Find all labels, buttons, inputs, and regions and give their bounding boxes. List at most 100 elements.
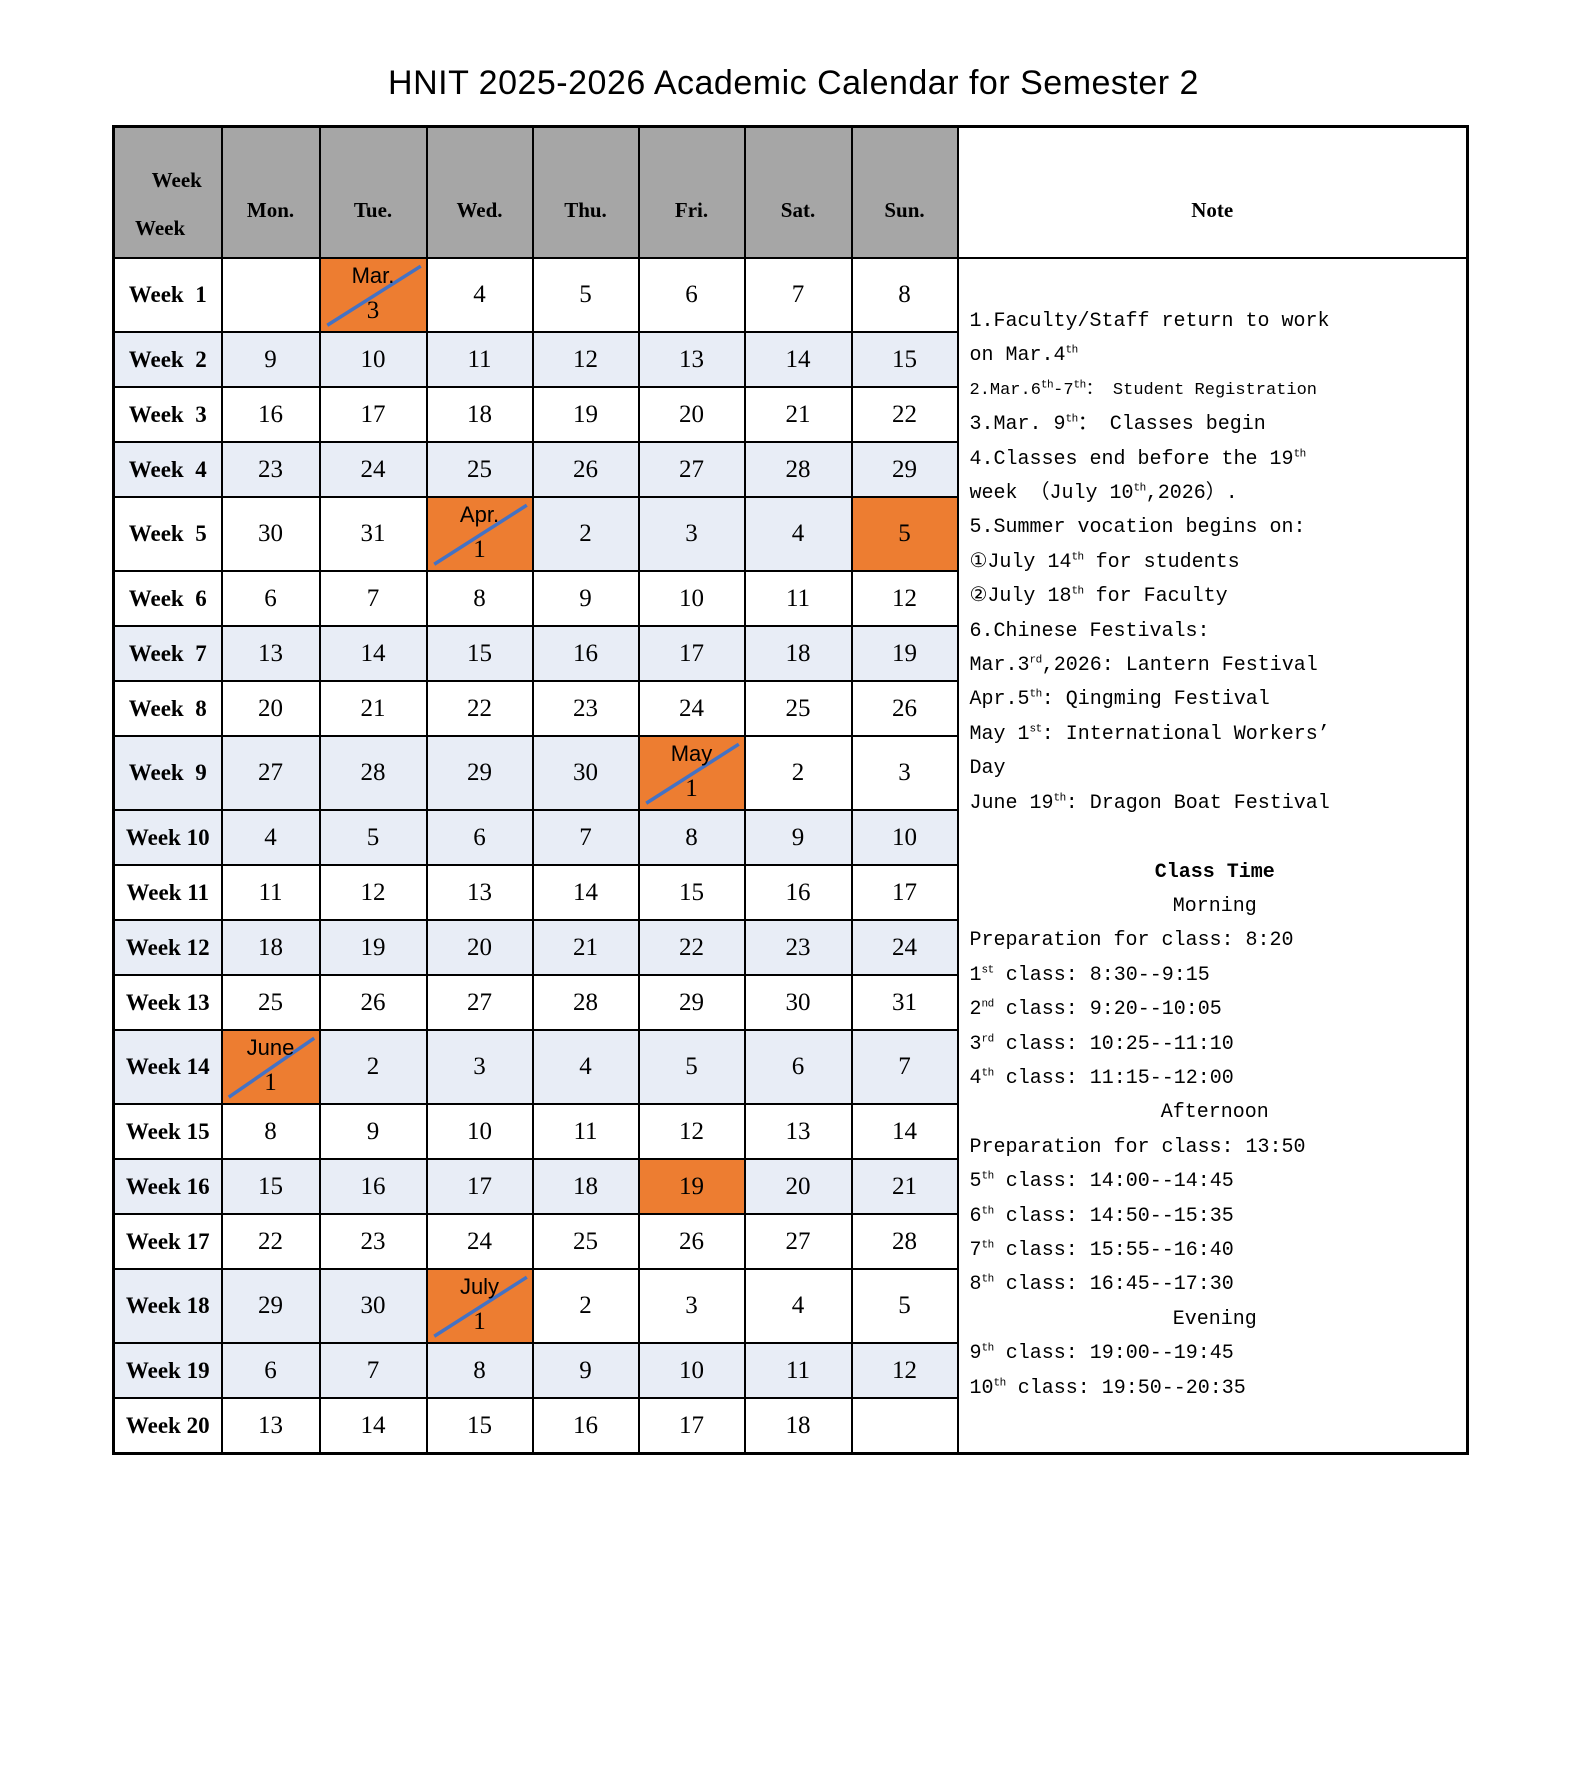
calendar-day-cell: 8 bbox=[425, 570, 534, 627]
week-label: Week 8 bbox=[112, 680, 223, 737]
diagonal-line bbox=[325, 264, 422, 327]
calendar-day-cell: 14 bbox=[531, 864, 640, 921]
calendar-day-cell: 15 bbox=[425, 1397, 534, 1455]
calendar-day-cell: 20 bbox=[425, 919, 534, 976]
calendar-day-cell: 2 bbox=[318, 1029, 428, 1105]
calendar-week-row: Week 10 4 5 6 7 8 9 10 bbox=[112, 809, 1468, 866]
calendar-day-cell: 18 bbox=[531, 1158, 640, 1215]
calendar-week-row: Week 8 20 21 22 23 24 25 26 bbox=[112, 680, 1468, 737]
calendar-day-cell: 22 bbox=[220, 1213, 321, 1270]
calendar-day-cell: 3 bbox=[637, 496, 746, 572]
calendar-day-cell: 12 bbox=[531, 331, 640, 388]
calendar-day-cell: 3 bbox=[850, 735, 959, 811]
month-day-number: 1 bbox=[473, 536, 486, 563]
calendar-day-cell: 5 bbox=[531, 257, 640, 333]
note-line: 3.Mar. 9th： Classes begin bbox=[969, 413, 1266, 437]
calendar-day-cell: 6 bbox=[743, 1029, 853, 1105]
calendar-day-cell: 26 bbox=[637, 1213, 746, 1270]
calendar-day-cell: 29 bbox=[850, 441, 959, 498]
calendar-day-cell: 13 bbox=[637, 331, 746, 388]
calendar-day-cell: 21 bbox=[318, 680, 428, 737]
week-label: Week 4 bbox=[112, 441, 223, 498]
calendar-day-cell: 16 bbox=[531, 1397, 640, 1455]
header-week-top-label: Week bbox=[151, 168, 202, 192]
header-week-cell: Week Week bbox=[112, 125, 223, 259]
calendar-week-row: Week 12 18 19 20 21 22 23 24 bbox=[112, 919, 1468, 976]
calendar-day-cell: 30 bbox=[743, 974, 853, 1031]
month-start-cell: May 1 bbox=[637, 735, 746, 811]
calendar-day-cell: 14 bbox=[850, 1103, 959, 1160]
calendar-day-cell: 28 bbox=[743, 441, 853, 498]
month-day-number: 3 bbox=[366, 297, 380, 324]
calendar-day-cell: 25 bbox=[531, 1213, 640, 1270]
calendar-week-row: Week 4 23 24 25 26 27 28 29 bbox=[112, 441, 1468, 498]
calendar-day-cell: 17 bbox=[637, 1397, 746, 1455]
calendar-day-cell: 4 bbox=[425, 257, 534, 333]
week-label: Week 11 bbox=[112, 864, 223, 921]
month-start-cell: July 1 bbox=[425, 1268, 534, 1344]
calendar-day-cell: 28 bbox=[318, 735, 428, 811]
week-label: Week 14 bbox=[112, 1029, 223, 1105]
calendar-day-cell: 7 bbox=[743, 257, 853, 333]
calendar-day-cell: 7 bbox=[531, 809, 640, 866]
calendar-day-cell: 9 bbox=[531, 1342, 640, 1399]
week-label: Week 15 bbox=[112, 1103, 223, 1160]
note-line: 9th class: 19:00--19:45 bbox=[969, 1342, 1234, 1366]
calendar-day-cell: 27 bbox=[743, 1213, 853, 1270]
calendar-day-cell: 7 bbox=[318, 1342, 428, 1399]
note-line: Afternoon bbox=[1160, 1101, 1269, 1125]
calendar-day-cell: 20 bbox=[220, 680, 321, 737]
calendar-week-row: Week 11 11 12 13 14 15 16 17 bbox=[112, 864, 1468, 921]
month-day-number: 1 bbox=[473, 1308, 486, 1335]
diagonal-line bbox=[227, 1036, 315, 1099]
calendar-week-row: Week 18 29 30 July 1 2 3 4 5 bbox=[112, 1268, 1468, 1344]
month-label: Mar. bbox=[351, 263, 395, 288]
calendar-day-cell: 14 bbox=[743, 331, 853, 388]
week-label: Week 10 bbox=[112, 809, 223, 866]
page-title: HNIT 2025-2026 Academic Calendar for Sem… bbox=[388, 64, 1199, 102]
calendar-day-cell: 8 bbox=[850, 257, 959, 333]
calendar-day-cell: 24 bbox=[850, 919, 959, 976]
note-line: 6th class: 14:50--15:35 bbox=[969, 1204, 1234, 1228]
calendar-day-cell: 24 bbox=[318, 441, 428, 498]
calendar-day-cell: 15 bbox=[850, 331, 959, 388]
month-day-number: 1 bbox=[264, 1069, 277, 1096]
calendar-day-cell: 19 bbox=[531, 386, 640, 443]
calendar-day-cell: 8 bbox=[637, 809, 746, 866]
calendar-day-cell: 3 bbox=[637, 1268, 746, 1344]
calendar-day-cell: 15 bbox=[220, 1158, 321, 1215]
note-line: ①July 14th for students bbox=[969, 550, 1240, 574]
week-label: Week 18 bbox=[112, 1268, 223, 1344]
calendar-day-cell: 18 bbox=[743, 1397, 853, 1455]
calendar-day-cell: 26 bbox=[318, 974, 428, 1031]
month-label: July bbox=[459, 1274, 500, 1299]
header-day-fri: Fri. bbox=[637, 125, 746, 259]
diagonal-line bbox=[432, 503, 528, 566]
calendar-day-cell: 17 bbox=[850, 864, 959, 921]
week-label: Week 19 bbox=[112, 1342, 223, 1399]
calendar-day-cell: 29 bbox=[220, 1268, 321, 1344]
calendar-day-cell: 5 bbox=[850, 1268, 959, 1344]
month-start-cell: June 1 bbox=[220, 1029, 321, 1105]
calendar-week-row: Week 14 June 1 2 3 4 5 6 7 bbox=[112, 1029, 1468, 1105]
calendar-day-cell: 12 bbox=[318, 864, 428, 921]
header-day-sat: Sat. bbox=[743, 125, 853, 259]
calendar-day-cell: 13 bbox=[425, 864, 534, 921]
calendar-day-cell: 13 bbox=[743, 1103, 853, 1160]
calendar-day-cell: 9 bbox=[531, 570, 640, 627]
calendar-day-cell: 17 bbox=[318, 386, 428, 443]
week-label: Week 9 bbox=[112, 735, 223, 811]
calendar-day-cell: 8 bbox=[425, 1342, 534, 1399]
calendar-day-cell: 10 bbox=[850, 809, 959, 866]
calendar-day-cell: 16 bbox=[220, 386, 321, 443]
week-label: Week 1 bbox=[112, 257, 223, 333]
calendar-day-cell: 29 bbox=[425, 735, 534, 811]
calendar-day-cell: 31 bbox=[318, 496, 428, 572]
calendar-week-row: Week 6 6 7 8 9 10 11 12 bbox=[112, 570, 1468, 627]
calendar-week-row: Week 5 30 31 Apr. 1 2 3 4 5 bbox=[112, 496, 1468, 572]
calendar-day-cell: 21 bbox=[531, 919, 640, 976]
calendar-day-cell: 14 bbox=[318, 625, 428, 682]
month-day-number: 1 bbox=[685, 775, 698, 802]
calendar-day-cell: 7 bbox=[850, 1029, 959, 1105]
calendar-day-cell: 13 bbox=[220, 1397, 321, 1455]
